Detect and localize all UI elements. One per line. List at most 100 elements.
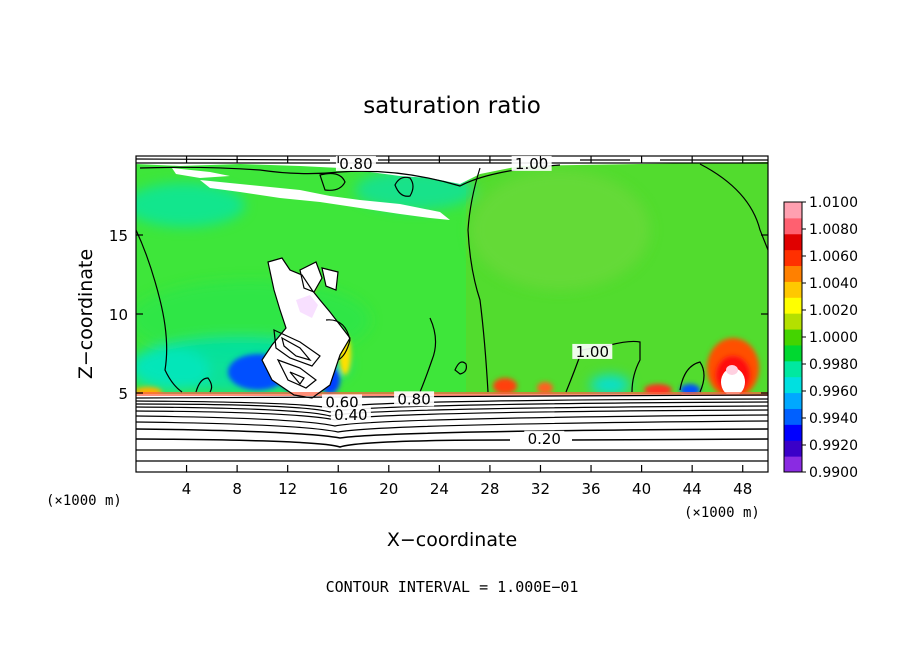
y-tick-label: 10 <box>109 306 128 324</box>
x-tick-label: 28 <box>480 480 499 498</box>
colorbar-swatch <box>784 424 802 441</box>
contour-label-backing <box>335 155 376 171</box>
x-unit-label-right: (×1000 m) <box>684 505 760 521</box>
field-cyan-patch <box>136 348 210 392</box>
contour-line <box>136 394 768 399</box>
contour-line <box>299 261 323 293</box>
contour-line <box>321 267 339 291</box>
colorbar-tick-label: 1.0040 <box>809 276 858 292</box>
contour-line <box>136 420 768 433</box>
colorbar-swatch <box>784 297 802 314</box>
contour-line <box>289 371 305 386</box>
x-tick-label: 20 <box>379 480 398 498</box>
contour-interval-label: CONTOUR INTERVAL = 1.000E−01 <box>326 578 579 596</box>
field-warm-patch <box>493 378 517 394</box>
contour-line <box>699 163 768 251</box>
x-tick-label: 12 <box>278 480 297 498</box>
field-white-patch <box>172 168 230 178</box>
contour-line <box>139 164 561 187</box>
colorbar-tick-label: 1.0060 <box>809 249 858 265</box>
contour-line <box>419 317 437 393</box>
x-tick-label: 44 <box>683 480 702 498</box>
x-tick-label: 8 <box>232 480 242 498</box>
colorbar-swatch <box>784 360 802 378</box>
field-white-patch <box>300 262 322 292</box>
colorbar-swatch <box>784 249 802 267</box>
colorbar: 1.0100 1.0080 1.0060 1.0040 1.0020 1.0000 0.99… <box>783 195 858 481</box>
colorbar-swatch <box>784 456 802 473</box>
y-tick-label: 15 <box>109 227 128 245</box>
field-white-patch <box>726 365 738 375</box>
colorbar-swatch <box>784 392 802 409</box>
colorbar-tick-label: 1.0100 <box>809 195 858 211</box>
colorbar-swatch <box>784 408 802 425</box>
contour-line <box>467 167 489 393</box>
colorbar-swatch <box>784 329 802 346</box>
y-tick-label: 5 <box>118 385 128 403</box>
contour-line <box>136 438 768 448</box>
field-cyan-patch <box>590 375 630 395</box>
contour-label-backing <box>572 343 613 359</box>
colorbar-swatch <box>784 233 802 251</box>
contour-line <box>276 358 317 389</box>
colorbar-swatch <box>784 265 802 282</box>
contour-line <box>454 361 467 375</box>
colorbar-tick-label: 1.0020 <box>809 303 858 319</box>
x-tick-label: 4 <box>182 480 192 498</box>
field-warm-band <box>136 392 768 396</box>
colorbar-tick-label: 0.9960 <box>809 384 858 400</box>
contour-labels: 0.80 1.00 1.00 0.80 0.600.40 0.20 <box>322 155 613 448</box>
colorbar-tick-label: 1.0000 <box>809 330 858 346</box>
field-white-patch <box>200 180 450 220</box>
field-cyan-patch <box>136 183 245 227</box>
contour-label-backing <box>524 430 565 446</box>
contour-line <box>136 428 768 439</box>
contour-label: 1.00 <box>515 155 548 173</box>
chart-title: saturation ratio <box>363 93 541 119</box>
contour-label-backing <box>511 155 552 171</box>
contour-label: 0.20 <box>528 430 561 448</box>
colorbar-swatch <box>784 344 802 362</box>
x-axis-label: X−coordinate <box>387 529 517 551</box>
x-tick-label: 32 <box>531 480 550 498</box>
colorbar-tick-label: 0.9920 <box>809 438 858 454</box>
colorbar-tick-label: 1.0080 <box>809 222 858 238</box>
contour-label: 1.00 <box>576 343 609 361</box>
colorbar-swatch <box>784 376 802 394</box>
contour-line <box>136 414 768 427</box>
field-white-patch <box>296 295 318 318</box>
x-tick-label: 16 <box>329 480 348 498</box>
colorbar-tick-label: 0.9900 <box>809 465 858 481</box>
contour-line <box>565 340 641 393</box>
field-light-patch <box>470 170 650 290</box>
colorbar-tick-label: 0.9940 <box>809 411 858 427</box>
colorbar-swatch <box>784 440 802 457</box>
contour-line <box>261 257 351 399</box>
contour-line <box>136 158 768 161</box>
y-axis-label: Z−coordinate <box>75 249 97 379</box>
x-tick-label: 40 <box>632 480 651 498</box>
contour-line <box>273 329 321 367</box>
contour-label-backing <box>394 391 435 407</box>
contour-line <box>679 361 705 393</box>
contour-line <box>325 319 351 361</box>
contour-line <box>195 377 213 393</box>
contour-label-backing <box>330 407 371 423</box>
colorbar-tick-label: 0.9980 <box>809 357 858 373</box>
contour-line <box>319 172 346 191</box>
colorbar-swatch <box>784 202 802 219</box>
x-tick-label: 48 <box>733 480 752 498</box>
contour-line <box>136 229 183 393</box>
contour-line <box>281 336 312 362</box>
field-white-patch <box>262 258 350 398</box>
field-warm-patch <box>537 382 553 394</box>
contour-line <box>394 176 414 197</box>
contour-label: 0.40 <box>334 406 367 424</box>
contour-label: 0.80 <box>339 155 372 173</box>
colorbar-swatch <box>784 313 802 330</box>
x-unit-label-left: (×1000 m) <box>46 493 122 509</box>
field-white-patch <box>721 368 745 396</box>
colorbar-swatch <box>784 281 802 298</box>
